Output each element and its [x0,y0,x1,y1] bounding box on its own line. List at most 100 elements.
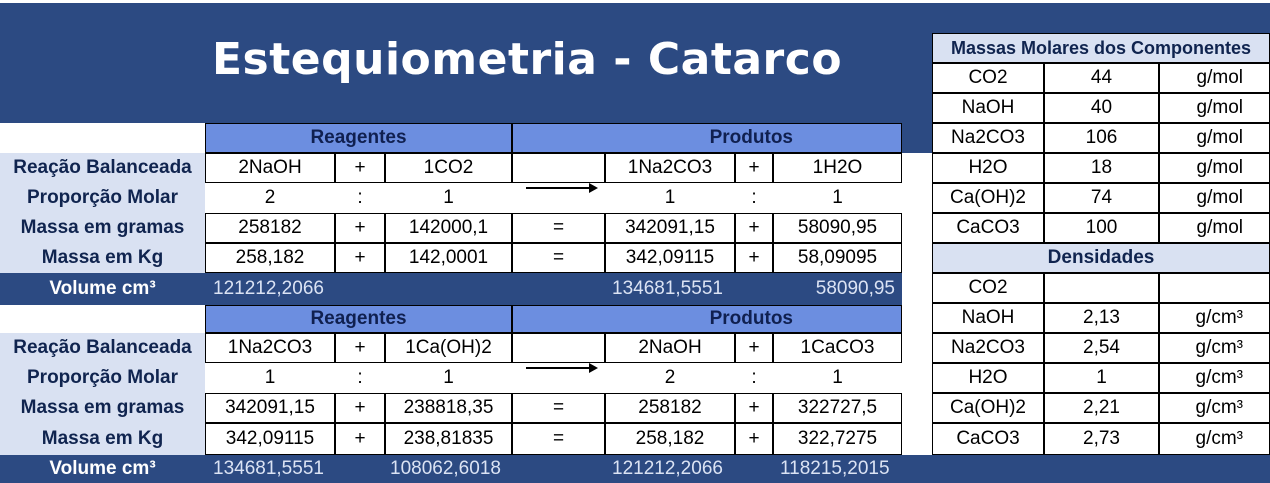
t2-cell: 2 [664,367,676,388]
molar-unit: g/mol [1159,123,1270,153]
t1-cell: 1CO2 [385,153,512,183]
t2-cell: 258182 [605,393,735,423]
t1-row-label: Reação Balanceada [0,153,205,183]
t1-volume-value: 58090,95 [815,278,895,299]
t2-row-label: Massa em Kg [0,423,205,455]
molar-unit: g/mol [1159,183,1270,213]
t1-row-label: Proporção Molar [0,183,205,213]
density-value: 2,13 [1044,303,1159,333]
density-unit: g/cm³ [1159,363,1270,393]
t2-cell: : [357,367,363,388]
t2-cell: + [735,333,773,363]
molar-value: 18 [1044,153,1159,183]
t1-cell: 2 [264,187,276,208]
density-value: 2,73 [1044,423,1159,455]
molar-value: 40 [1044,93,1159,123]
t1-cell: 342091,15 [605,213,735,243]
t1-volume-value: 121212,2066 [213,278,324,299]
molar-name: CaCO3 [932,213,1044,243]
t2-cell: 2NaOH [605,333,735,363]
t2-volume-value: 134681,5551 [213,458,324,479]
density-name: H2O [932,363,1044,393]
t1-cell: + [735,243,773,273]
t1-produtos-header: Produtos [512,123,902,153]
t2-cell: 342,09115 [205,423,335,455]
t2-row-label: Reação Balanceada [0,333,205,363]
t1-cell: 2NaOH [205,153,335,183]
t1-cell: 1 [443,187,454,208]
t2-volume-value: 118215,2015 [780,458,890,479]
density-name: CO2 [932,273,1044,303]
t2-cell: 1Na2CO3 [205,333,335,363]
t1-cell: : [357,187,363,208]
t2-cell: 1 [264,367,276,388]
t1-cell: 58,09095 [773,243,902,273]
reaction-arrow-icon [526,363,598,373]
t1-reagentes-header: Reagentes [205,123,512,153]
t1-cell: + [335,153,385,183]
t2-cell: 1 [832,367,843,388]
volume-band-2 [0,455,1270,483]
t2-reagentes-header: Reagentes [205,305,512,333]
density-value: 2,54 [1044,333,1159,363]
t2-cell: + [335,333,385,363]
t1-cell: 258,182 [205,243,335,273]
molar-name: NaOH [932,93,1044,123]
sheet-top-right [932,3,1270,33]
t1-cell: = [512,243,605,273]
t2-cell: + [335,393,385,423]
t2-cell: 238,81835 [385,423,512,455]
t1-cell: : [751,187,757,208]
t2-cell: + [735,393,773,423]
density-unit: g/cm³ [1159,423,1270,455]
molar-name: CO2 [932,63,1044,93]
density-name: Ca(OH)2 [932,393,1044,423]
molar-name: H2O [932,153,1044,183]
t1-cell: 258182 [205,213,335,243]
t2-cell: = [512,423,605,455]
density-name: Na2CO3 [932,333,1044,363]
title-banner [0,3,932,123]
density-unit: g/cm³ [1159,303,1270,333]
t2-cell: 258,182 [605,423,735,455]
t1-cell: 1 [832,187,843,208]
t1-volume-value: 134681,5551 [612,278,723,299]
t2-cell: 1 [443,367,454,388]
t1-cell: 1H2O [773,153,902,183]
molar-value: 106 [1044,123,1159,153]
page-title: Estequiometria - Catarco [212,34,843,85]
density-unit: g/cm³ [1159,333,1270,363]
t1-row-label: Massa em gramas [0,213,205,243]
density-title: Densidades [932,243,1270,273]
t1-cell: 58090,95 [773,213,902,243]
t1-volume-label: Volume cm³ [49,278,156,299]
t2-produtos-header: Produtos [512,305,902,333]
t2-cell: + [735,423,773,455]
t1-cell: + [735,153,773,183]
molar-value: 100 [1044,213,1159,243]
t2-cell: 322727,5 [773,393,902,423]
t2-cell: 342091,15 [205,393,335,423]
molar-name: Na2CO3 [932,123,1044,153]
t2-row-label: Massa em gramas [0,393,205,423]
density-value [1044,273,1159,303]
t1-cell [512,153,605,183]
reaction-arrow-icon [526,183,598,193]
molar-name: Ca(OH)2 [932,183,1044,213]
t2-cell: 1Ca(OH)2 [385,333,512,363]
t2-cell: : [751,367,757,388]
density-unit [1159,273,1270,303]
density-value: 1 [1044,363,1159,393]
t2-cell [512,333,605,363]
molar-unit: g/mol [1159,63,1270,93]
t2-volume-label: Volume cm³ [49,458,156,479]
t2-cell: = [512,393,605,423]
banner-right-strip [902,3,932,153]
t2-volume-value: 108062,6018 [390,458,501,479]
density-name: CaCO3 [932,423,1044,455]
volume-band-1 [0,273,902,305]
t1-cell: 1Na2CO3 [605,153,735,183]
molar-value: 44 [1044,63,1159,93]
t2-cell: 1CaCO3 [773,333,902,363]
t2-volume-value: 121212,2066 [612,458,723,479]
